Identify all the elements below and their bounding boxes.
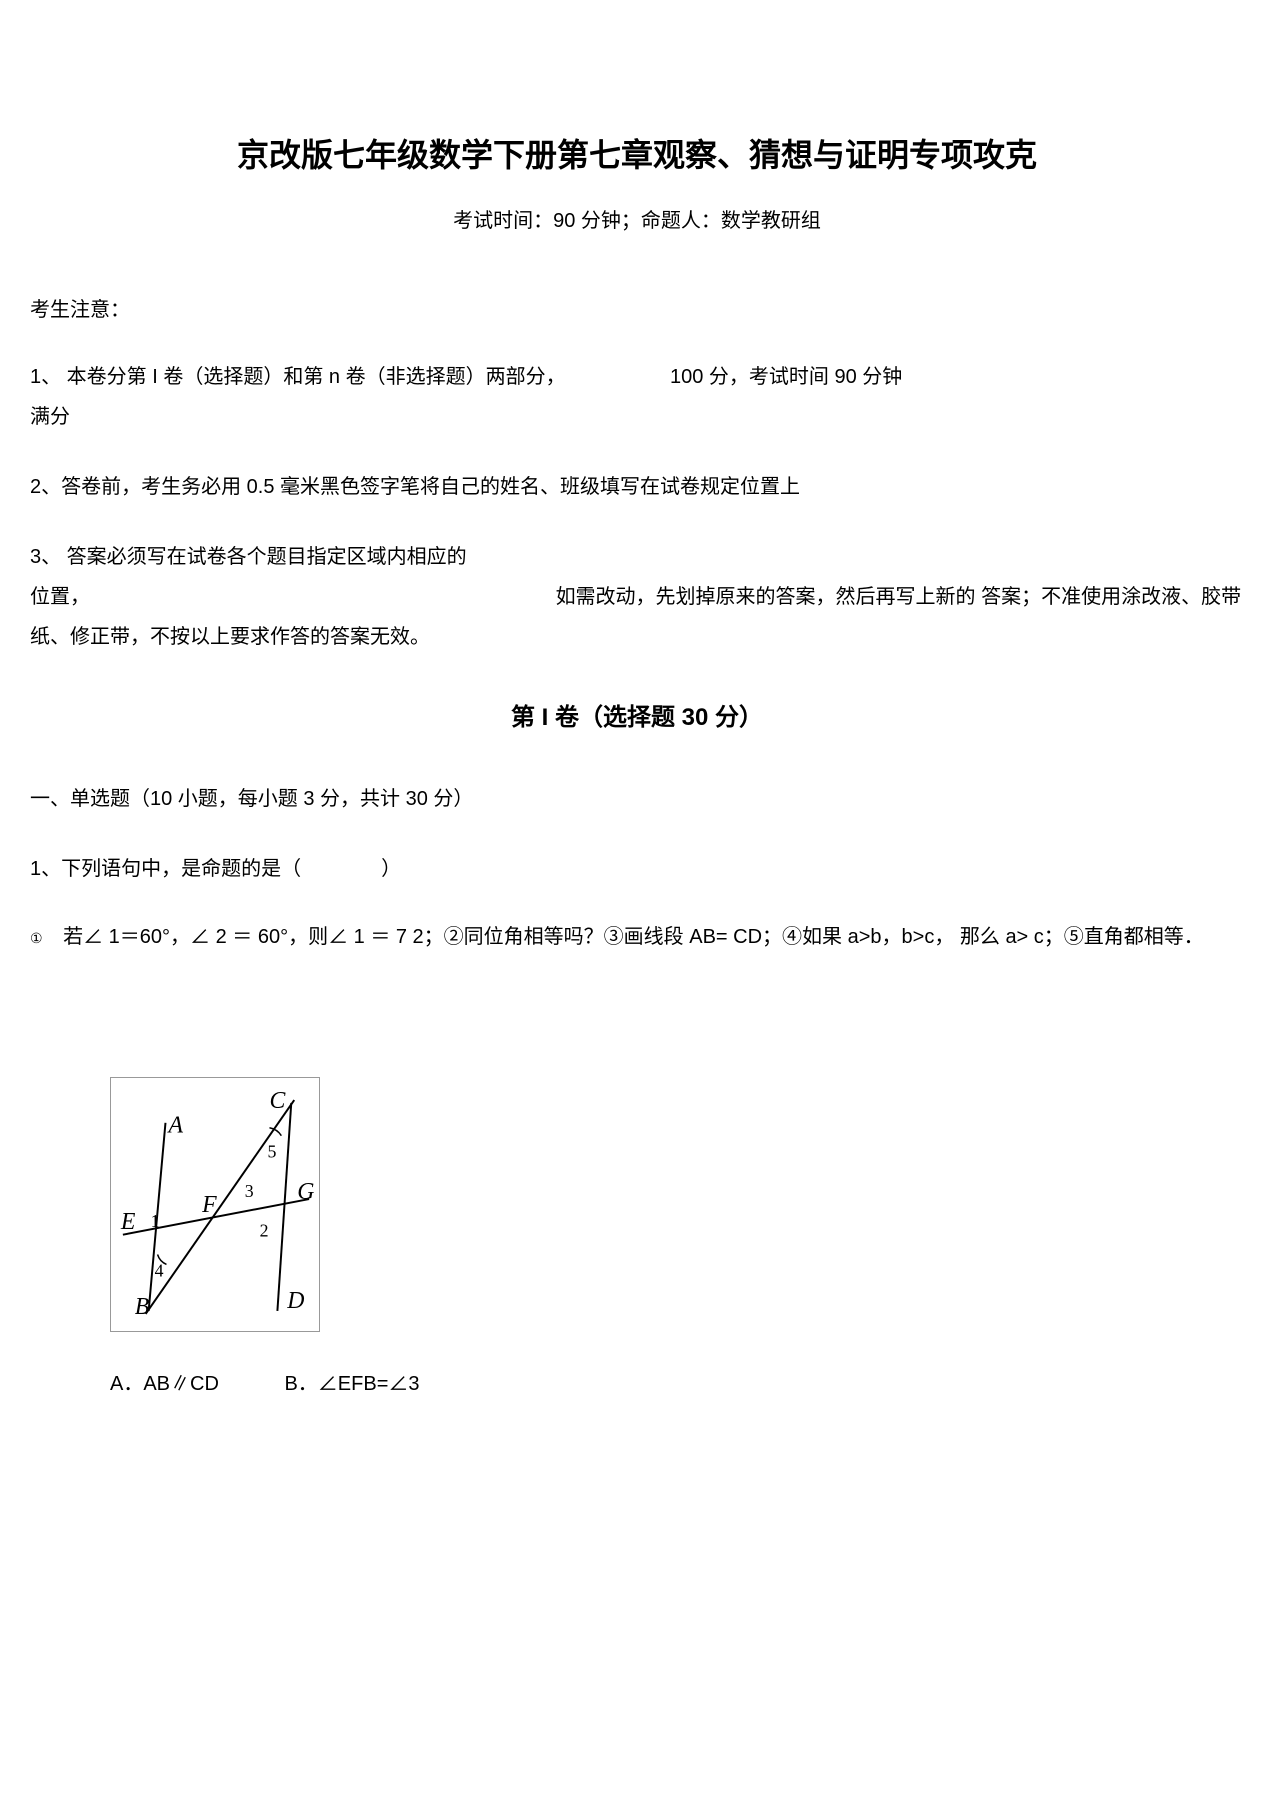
label-g: G bbox=[297, 1179, 314, 1205]
option-b: B．∠EFB=∠3 bbox=[284, 1367, 419, 1396]
label-4: 4 bbox=[155, 1260, 164, 1280]
notice-header: 考生注意： bbox=[30, 293, 1244, 322]
notice-item-3: 3、 答案必须写在试卷各个题目指定区域内相应的位置， 如需改动，先划掉原来的答案… bbox=[30, 537, 1244, 657]
label-2: 2 bbox=[260, 1221, 269, 1241]
label-3: 3 bbox=[245, 1181, 254, 1201]
notice-1-part1: 1、 本卷分第 I 卷（选择题）和第 n 卷（非选择题）两部分，满分 bbox=[30, 357, 570, 437]
label-5: 5 bbox=[267, 1141, 276, 1161]
label-d: D bbox=[286, 1288, 304, 1314]
notice-3-part1: 3、 答案必须写在试卷各个题目指定区域内相应的位置， bbox=[30, 537, 480, 617]
option-a: A．AB∥CD bbox=[110, 1367, 219, 1396]
notice-1-part2: 100 分，考试时间 90 分钟 bbox=[670, 357, 902, 437]
label-f: F bbox=[201, 1192, 217, 1218]
question-1-content: ① 若∠ 1＝60°，∠ 2 ＝ 60°，则∠ 1 ＝ 7 2；②同位角相等吗？… bbox=[30, 917, 1244, 957]
notice-item-2: 2、答卷前，考生务必用 0.5 毫米黑色签字笔将自己的姓名、班级填写在试卷规定位… bbox=[30, 467, 1244, 507]
notice-item-1: 1、 本卷分第 I 卷（选择题）和第 n 卷（非选择题）两部分，满分 100 分… bbox=[30, 357, 1244, 437]
exam-title: 京改版七年级数学下册第七章观察、猜想与证明专项攻克 bbox=[30, 130, 1244, 176]
question-1-header: 1、下列语句中，是命题的是（ ） bbox=[30, 851, 1244, 887]
section-header: 第 I 卷（选择题 30 分） bbox=[30, 697, 1244, 732]
label-a: A bbox=[166, 1113, 183, 1139]
label-b: B bbox=[135, 1294, 150, 1320]
question-1-text: 若∠ 1＝60°，∠ 2 ＝ 60°，则∠ 1 ＝ 7 2；②同位角相等吗？③画… bbox=[63, 926, 1204, 948]
diagram-box: A B C D E F G 1 2 3 4 5 bbox=[110, 1077, 320, 1332]
label-e: E bbox=[120, 1209, 136, 1235]
label-1: 1 bbox=[151, 1211, 160, 1231]
diagram-svg: A B C D E F G 1 2 3 4 5 bbox=[111, 1078, 319, 1331]
options-row: A．AB∥CD B．∠EFB=∠3 bbox=[110, 1367, 1244, 1396]
exam-subtitle: 考试时间：90 分钟；命题人：数学教研组 bbox=[30, 204, 1244, 233]
label-c: C bbox=[269, 1088, 286, 1114]
circled-1: ① bbox=[30, 930, 43, 946]
geometry-diagram: A B C D E F G 1 2 3 4 5 bbox=[110, 1077, 1244, 1332]
section-info: 一、单选题（10 小题，每小题 3 分，共计 30 分） bbox=[30, 782, 1244, 811]
